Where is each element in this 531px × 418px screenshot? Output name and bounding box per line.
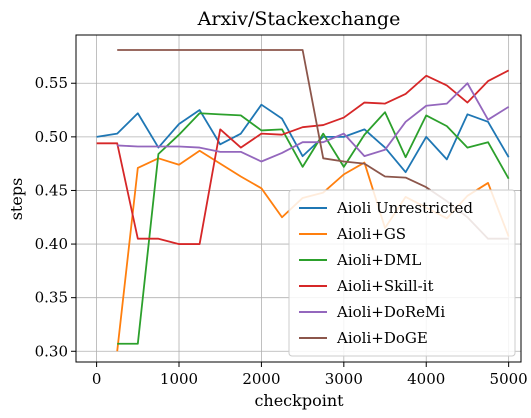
ticks: 0 1000 2000 3000 4000 5000 0.30 0.35 0.40 0.45 0.5… [35, 74, 528, 388]
plot-frame [75, 34, 522, 363]
legend-label: Aioli+DoReMi [336, 303, 445, 321]
legend-label: Aioli+Skill-it [336, 277, 433, 295]
y-tick-label: 0.55 [35, 74, 68, 92]
y-axis-label: steps [7, 178, 26, 221]
x-tick-label: 0 [92, 370, 102, 388]
x-axis-label: checkpoint [254, 391, 344, 410]
legend-label: Aioli Unrestricted [336, 199, 473, 217]
x-tick-label: 3000 [325, 370, 363, 388]
y-tick-label: 0.40 [35, 235, 68, 253]
y-tick-label: 0.50 [35, 128, 68, 146]
y-tick-label: 0.45 [35, 181, 68, 199]
legend-label: Aioli+DML [336, 251, 421, 269]
series-line-aioli-dml [117, 111, 510, 345]
chart-title: Arxiv/Stackexchange [197, 8, 401, 30]
x-tick-label: 5000 [490, 370, 528, 388]
y-tick-label: 0.35 [35, 289, 68, 307]
series-line-aioli-skill-it [96, 69, 510, 245]
x-tick-label: 2000 [242, 370, 280, 388]
series-line-aioli-doremi [117, 82, 510, 163]
x-tick-label: 4000 [407, 370, 445, 388]
legend-label: Aioli+GS [336, 225, 406, 243]
legend-box [288, 189, 516, 357]
y-tick-label: 0.30 [35, 342, 68, 360]
legend-label: Aioli+DoGE [336, 329, 428, 347]
series-line-aioli-unrestricted [96, 103, 510, 174]
x-tick-label: 1000 [160, 370, 198, 388]
legend: Aioli Unrestricted Aioli+GS Aioli+DML Aioli… [288, 189, 516, 357]
